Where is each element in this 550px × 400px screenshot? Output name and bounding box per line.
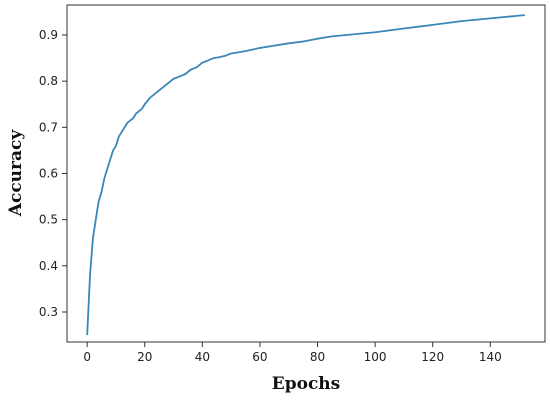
x-tick-label: 120 (421, 350, 444, 364)
y-tick-label: 0.7 (39, 120, 58, 134)
accuracy-series-line (86, 14, 525, 336)
x-axis: 0 20 40 60 80 100 120 140 (83, 342, 502, 364)
x-tick-label: 80 (310, 350, 325, 364)
x-tick-label: 60 (252, 350, 267, 364)
plot-frame (66, 4, 546, 343)
y-tick-label: 0.8 (39, 74, 58, 88)
y-axis: 0.3 0.4 0.5 0.6 0.7 0.8 0.9 (39, 28, 67, 319)
x-tick-label: 20 (137, 350, 152, 364)
y-tick-label: 0.9 (39, 28, 58, 42)
y-tick-label: 0.4 (39, 259, 58, 273)
y-tick-label: 0.6 (39, 167, 58, 181)
y-tick-label: 0.5 (39, 213, 58, 227)
y-axis-title: Accuracy (6, 129, 26, 218)
x-axis-title: Epochs (272, 374, 340, 394)
x-tick-label: 0 (83, 350, 91, 364)
x-tick-label: 40 (195, 350, 210, 364)
x-tick-label: 140 (479, 350, 502, 364)
x-tick-label: 100 (364, 350, 387, 364)
y-tick-label: 0.3 (39, 305, 58, 319)
